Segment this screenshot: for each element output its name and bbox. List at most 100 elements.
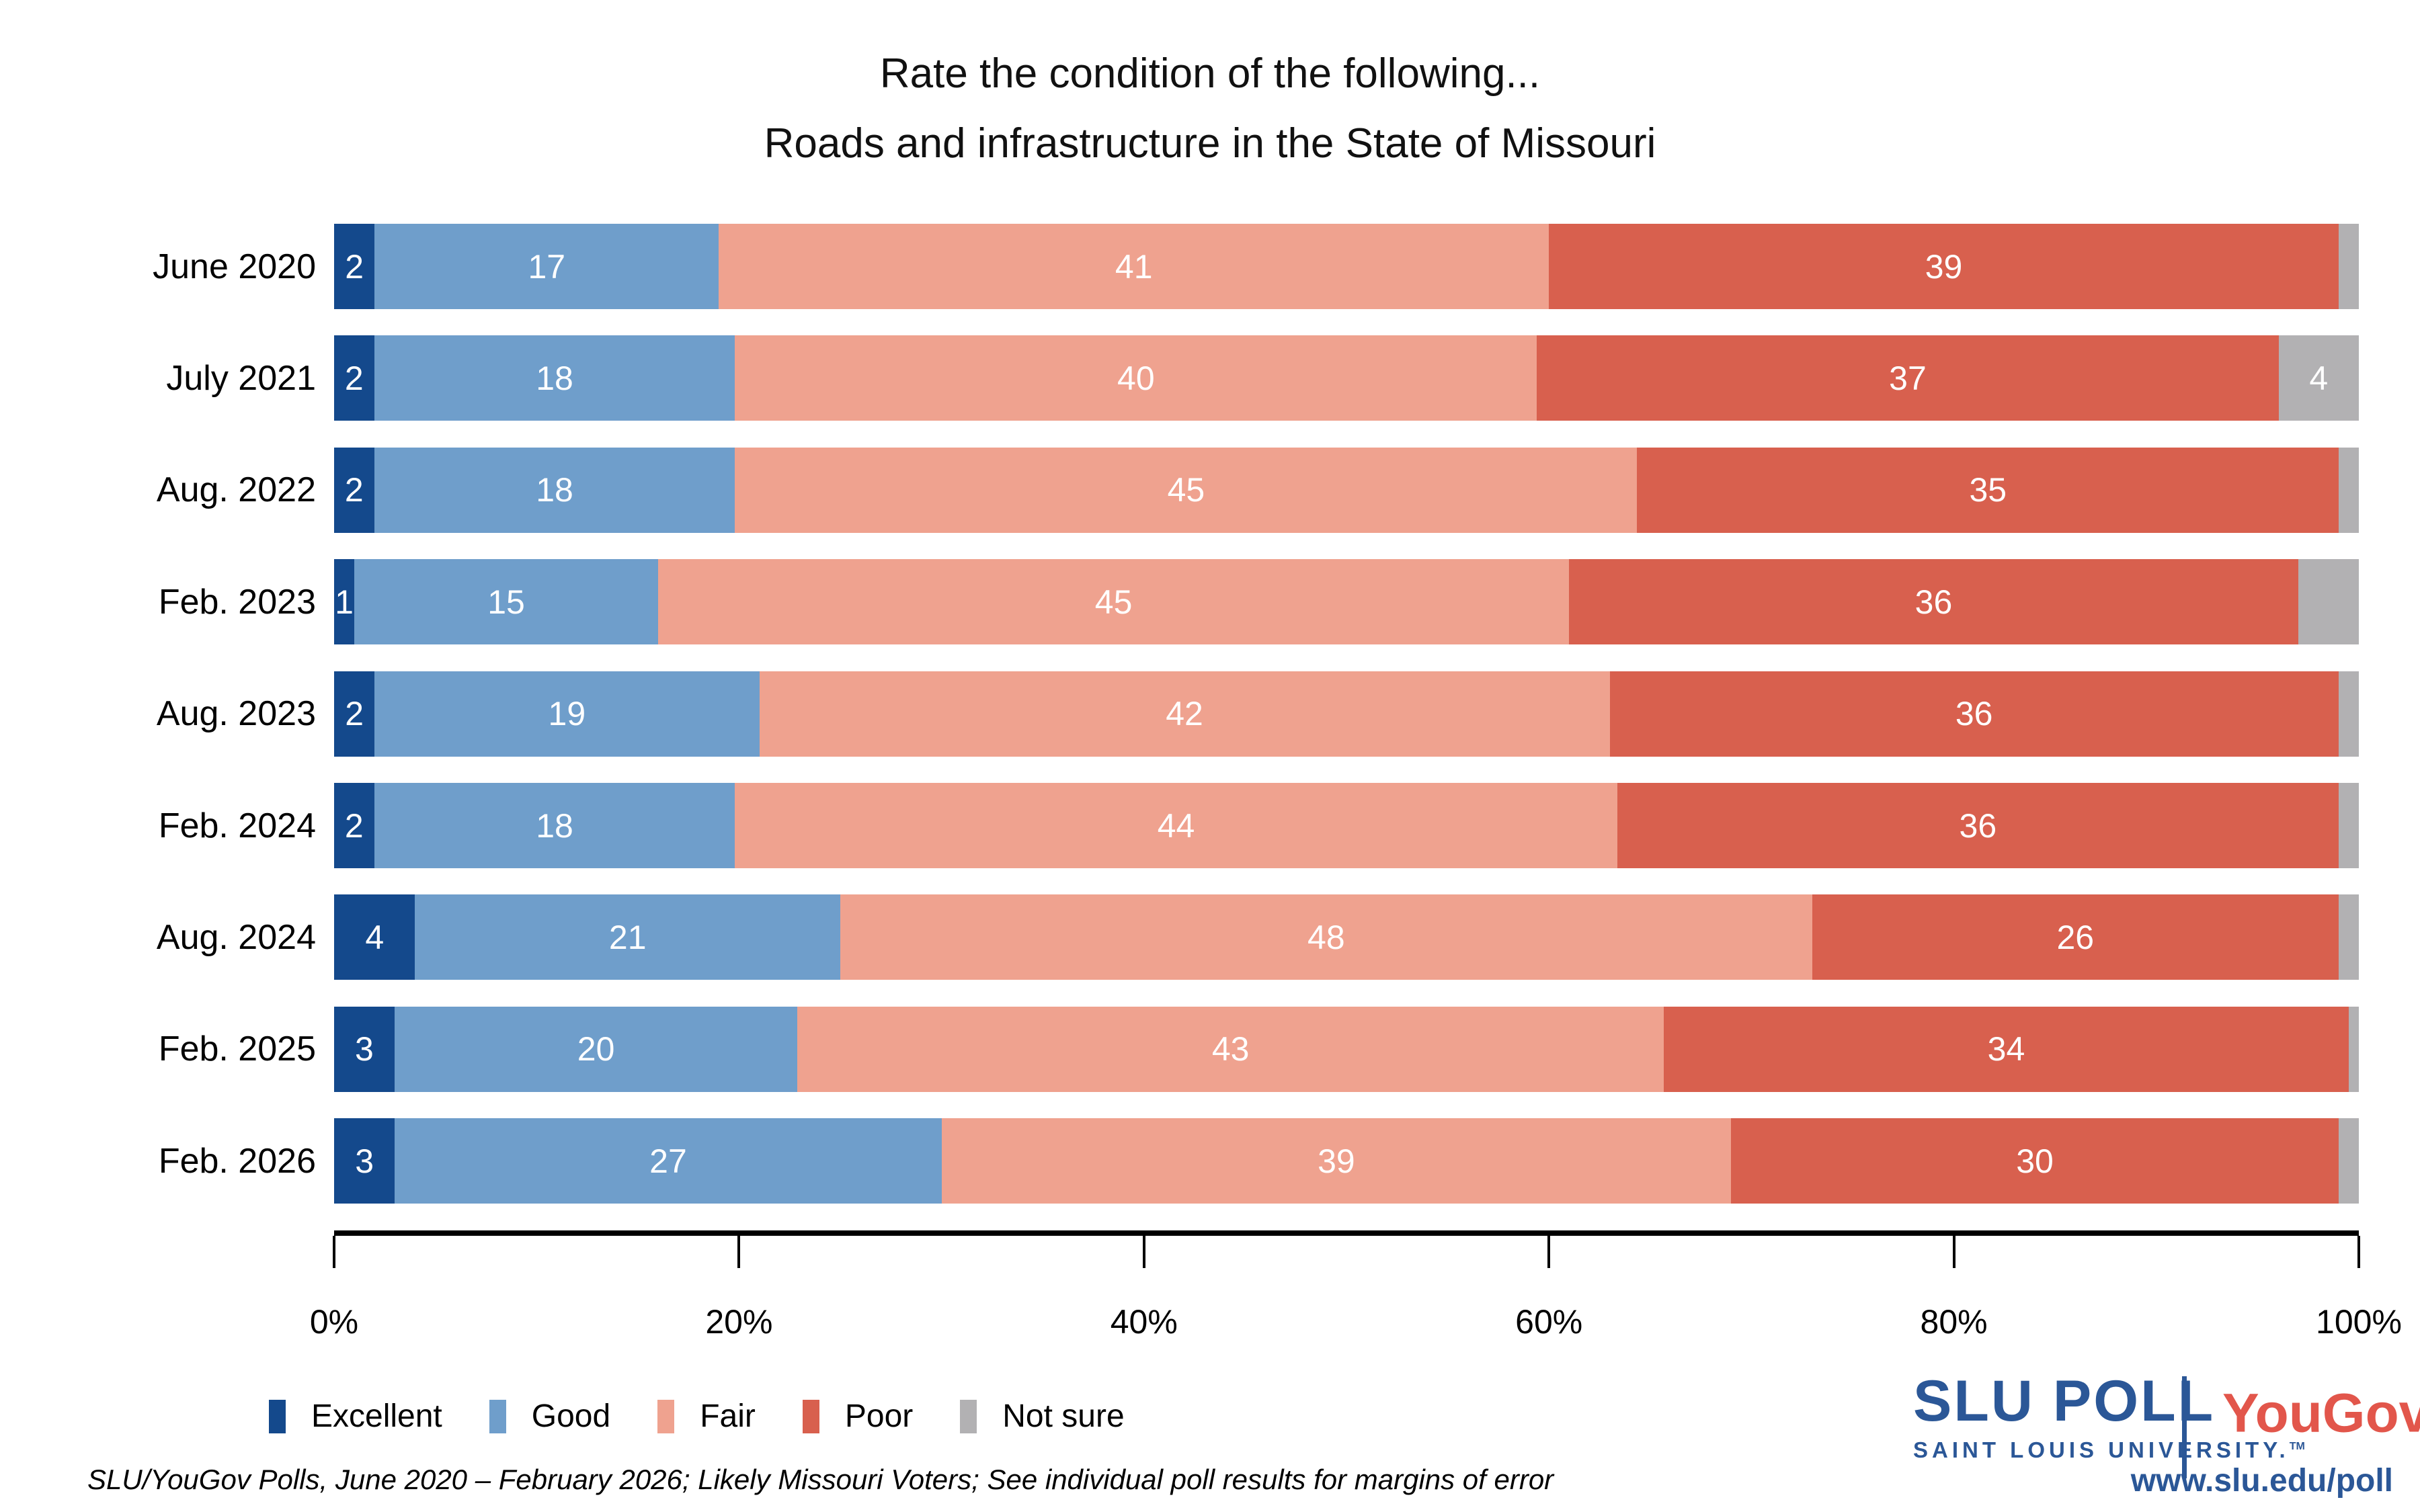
bar-row: 3 27 39 30 (334, 1118, 2359, 1204)
slu-university-wordmark: SAINT LOUIS UNIVERSITY.TM (1913, 1437, 2305, 1462)
category-label: Feb. 2024 (158, 806, 316, 845)
category-label: Aug. 2024 (156, 917, 316, 957)
segment-value-label: 3 (355, 1030, 374, 1068)
x-axis-tick (1142, 1236, 1145, 1268)
bar-segment-good: 18 (374, 783, 735, 868)
bar-segment-good: 17 (374, 224, 719, 309)
chart-title-line1: Rate the condition of the following... (879, 50, 1541, 97)
category-label: Aug. 2023 (156, 694, 316, 734)
bar-segment-excellent: 2 (334, 671, 375, 757)
x-axis-tick-label: 20% (705, 1303, 773, 1341)
bar-segment-not-sure (2338, 671, 2359, 757)
bar-segment-excellent: 2 (334, 783, 374, 868)
bar-segment-fair: 45 (657, 559, 1570, 645)
bar-segment-excellent: 2 (334, 335, 374, 421)
legend-item: Not sure (960, 1400, 1125, 1433)
slu-poll-logo: SLU POLL SAINT LOUIS UNIVERSITY.TM (1913, 1372, 2305, 1461)
legend-swatch-excellent (269, 1400, 286, 1433)
segment-value-label: 20 (577, 1030, 615, 1068)
segment-value-label: 44 (1157, 806, 1195, 845)
legend-swatch-fair (657, 1400, 675, 1433)
segment-value-label: 4 (365, 918, 385, 956)
bar-segment-poor: 34 (1664, 1006, 2349, 1092)
segment-value-label: 1 (335, 583, 354, 621)
segment-value-label: 3 (355, 1142, 374, 1180)
legend-label: Fair (700, 1398, 756, 1434)
bar-row: 2 18 45 35 (334, 447, 2359, 533)
segment-value-label: 2 (344, 471, 364, 509)
bar-row: 2 17 41 39 (334, 224, 2359, 309)
slu-poll-url: www.slu.edu/poll (2130, 1463, 2393, 1499)
x-axis-line (334, 1230, 2359, 1236)
segment-value-label: 18 (536, 359, 573, 397)
bar-segment-excellent: 1 (334, 559, 355, 645)
bar-segment-excellent: 3 (334, 1006, 395, 1092)
bar-segment-excellent: 2 (334, 224, 375, 309)
legend-item: Fair (657, 1400, 756, 1433)
segment-value-label: 15 (487, 583, 525, 621)
bar-row: 2 19 42 36 (334, 671, 2359, 757)
bar-segment-fair: 48 (840, 894, 1812, 980)
category-label: Feb. 2023 (158, 582, 316, 622)
bar-segment-fair: 45 (735, 447, 1638, 533)
bar-segment-fair: 41 (719, 224, 1549, 309)
segment-value-label: 42 (1166, 695, 1203, 733)
bar-row: 4 21 48 26 (334, 894, 2359, 980)
legend-label: Excellent (311, 1398, 442, 1434)
x-axis-tick-label: 0% (309, 1303, 359, 1341)
bar-segment-poor: 36 (1609, 671, 2339, 757)
bar-segment-good: 27 (395, 1118, 942, 1204)
bar-segment-good: 21 (415, 894, 840, 980)
segment-value-label: 40 (1117, 359, 1155, 397)
bar-row: 2 18 44 36 (334, 783, 2359, 868)
x-axis-tick-label: 60% (1515, 1303, 1583, 1341)
bar-segment-not-sure (2298, 559, 2359, 645)
bar-segment-fair: 43 (797, 1006, 1664, 1092)
yougov-logo: YouGov® (2222, 1382, 2420, 1444)
bar-segment-poor: 36 (1617, 783, 2339, 868)
legend-item: Good (489, 1400, 610, 1433)
x-axis-tick (1547, 1236, 1551, 1268)
bar-segment-excellent: 3 (334, 1118, 395, 1204)
segment-value-label: 45 (1167, 471, 1205, 509)
bar-segment-not-sure (2338, 224, 2359, 309)
segment-value-label: 17 (528, 247, 566, 286)
segment-value-label: 36 (1914, 583, 1953, 621)
segment-value-label: 2 (345, 247, 364, 286)
segment-value-label: 36 (1955, 695, 1993, 733)
x-axis-tick-label: 80% (1920, 1303, 1988, 1341)
bar-segment-not-sure (2338, 1118, 2359, 1204)
category-label: Aug. 2022 (156, 470, 316, 510)
bar-segment-fair: 42 (759, 671, 1610, 757)
bar-segment-poor: 30 (1731, 1118, 2339, 1204)
legend-item: Poor (802, 1400, 913, 1433)
segment-value-label: 35 (1969, 471, 2007, 509)
segment-value-label: 30 (2016, 1142, 2054, 1180)
segment-value-label: 18 (536, 471, 573, 509)
x-axis-tick-label: 100% (2316, 1303, 2402, 1341)
bar-segment-good: 15 (354, 559, 658, 645)
segment-value-label: 48 (1307, 918, 1345, 956)
bar-segment-poor: 37 (1537, 335, 2279, 421)
bar-segment-not-sure (2338, 894, 2359, 980)
segment-value-label: 2 (345, 695, 364, 733)
chart-title-line2: Roads and infrastructure in the State of… (764, 120, 1656, 167)
segment-value-label: 45 (1094, 583, 1133, 621)
legend-swatch-good (489, 1400, 506, 1433)
bar-row: 3 20 43 34 (334, 1006, 2359, 1092)
segment-value-label: 2 (344, 359, 364, 397)
segment-value-label: 43 (1211, 1030, 1250, 1068)
bar-segment-good: 19 (374, 671, 760, 757)
segment-value-label: 19 (548, 695, 586, 733)
segment-value-label: 41 (1115, 247, 1153, 286)
segment-value-label: 4 (2309, 359, 2329, 397)
segment-value-label: 18 (536, 806, 573, 845)
bar-segment-good: 20 (394, 1006, 798, 1092)
category-label: Feb. 2026 (158, 1141, 316, 1181)
bar-segment-poor: 26 (1812, 894, 2339, 980)
bar-row: 2 18 40 37 4 (334, 335, 2359, 421)
chart-title: Rate the condition of the following... R… (0, 39, 2420, 179)
category-label: July 2021 (166, 358, 316, 398)
brand-divider (2182, 1376, 2187, 1478)
